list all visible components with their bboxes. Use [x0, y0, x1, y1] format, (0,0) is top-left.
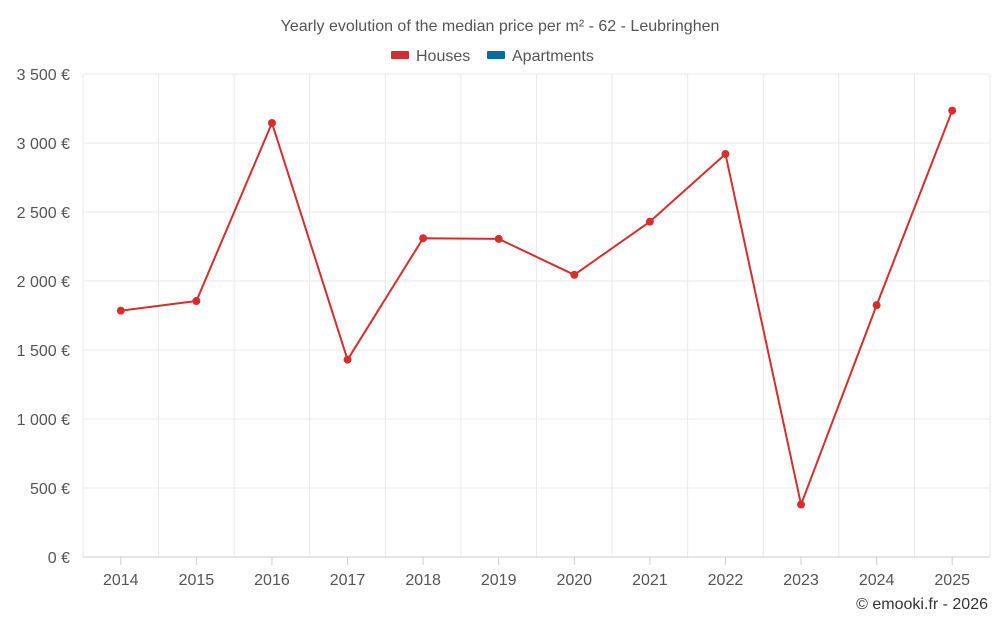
data-point-2015[interactable]	[192, 297, 201, 306]
x-axis: 2014 2015 2016 2017 2018 2019 2020 2021 2022 2023…	[83, 556, 990, 589]
legend: Houses Apartments	[391, 48, 594, 65]
legend-swatch-houses	[391, 51, 409, 59]
data-point-2024[interactable]	[872, 301, 881, 310]
x-tick-label: 2014	[103, 572, 139, 589]
series-line-houses	[120, 110, 954, 506]
legend-swatch-apartments	[487, 51, 505, 59]
data-point-2021[interactable]	[645, 217, 654, 226]
y-tick-label: 1 500 €	[17, 343, 70, 360]
credit-text: © emooki.fr - 2026	[856, 596, 988, 613]
x-tick-label: 2025	[934, 572, 970, 589]
data-point-2017[interactable]	[343, 355, 352, 364]
legend-item-houses[interactable]: Houses	[391, 48, 470, 65]
data-point-2023[interactable]	[797, 500, 806, 509]
y-tick-label: 3 000 €	[17, 136, 70, 153]
x-tick-label: 2015	[179, 572, 215, 589]
grid-lines	[82, 73, 991, 557]
y-tick-label: 0 €	[48, 550, 70, 567]
x-tick-label: 2019	[481, 572, 517, 589]
x-tick-label: 2017	[330, 572, 366, 589]
data-point-2014[interactable]	[116, 306, 125, 315]
y-tick-label: 3 500 €	[17, 67, 70, 84]
y-tick-label: 2 000 €	[17, 274, 70, 291]
series-houses	[116, 106, 957, 509]
data-point-2016[interactable]	[267, 118, 276, 127]
y-axis: 0 € 500 € 1 000 € 1 500 € 2 000 € 2 500 € 3 00…	[17, 67, 70, 567]
x-tick-label: 2020	[556, 572, 592, 589]
data-point-2022[interactable]	[721, 150, 730, 159]
legend-label-houses: Houses	[416, 48, 470, 65]
y-tick-label: 2 500 €	[17, 205, 70, 222]
legend-item-apartments[interactable]: Apartments	[487, 48, 594, 65]
data-point-2025[interactable]	[948, 106, 957, 115]
chart-title: Yearly evolution of the median price per…	[281, 18, 720, 35]
x-tick-label: 2018	[405, 572, 441, 589]
legend-label-apartments: Apartments	[512, 48, 594, 65]
x-tick-label: 2022	[708, 572, 744, 589]
y-tick-label: 1 000 €	[17, 412, 70, 429]
x-tick-label: 2021	[632, 572, 668, 589]
data-point-2020[interactable]	[570, 270, 579, 279]
data-point-2018[interactable]	[419, 234, 428, 243]
y-tick-label: 500 €	[30, 481, 70, 498]
x-tick-label: 2023	[783, 572, 819, 589]
data-point-2019[interactable]	[494, 234, 503, 243]
x-tick-label: 2016	[254, 572, 290, 589]
x-tick-label: 2024	[859, 572, 895, 589]
